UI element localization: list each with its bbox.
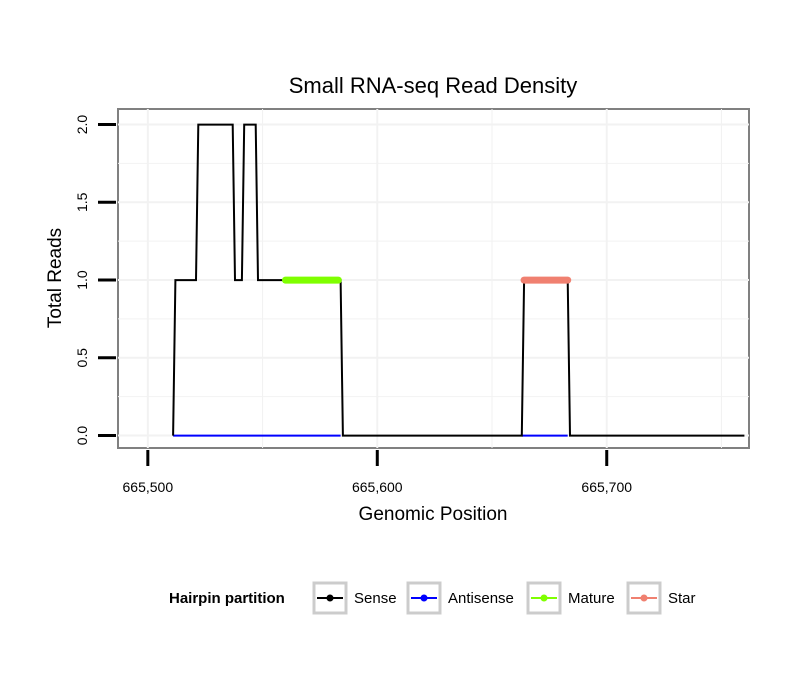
legend-item-antisense: Antisense [406, 581, 514, 615]
y-tick-label: 1.0 [74, 270, 90, 290]
y-tick-label: 1.5 [74, 192, 90, 212]
legend-key-point [326, 594, 334, 602]
y-tick-label: 0.5 [74, 348, 90, 368]
legend-label: Antisense [448, 590, 514, 607]
legend-label: Sense [354, 590, 397, 607]
plot-panel [117, 108, 750, 449]
legend-item-star: Star [626, 581, 696, 615]
x-tick-label: 665,500 [123, 479, 174, 495]
y-tick-label: 0.0 [74, 426, 90, 446]
legend-title: Hairpin partition [169, 590, 285, 607]
x-tick-label: 665,700 [581, 479, 632, 495]
y-axis-label: Total Reads [45, 228, 66, 328]
legend-label: Mature [568, 590, 615, 607]
legend-key-point [640, 594, 648, 602]
y-tick-label: 2.0 [74, 115, 90, 135]
legend-item-sense: Sense [312, 581, 397, 615]
legend: Hairpin partition Sense Antisense Mature Sta… [169, 581, 696, 615]
legend-item-mature: Mature [526, 581, 615, 615]
legend-key-point [540, 594, 548, 602]
chart-title: Small RNA-seq Read Density [289, 73, 578, 98]
x-tick-label: 665,600 [352, 479, 403, 495]
legend-key-point [420, 594, 428, 602]
legend-label: Star [668, 590, 696, 607]
x-axis-label: Genomic Position [359, 504, 508, 525]
